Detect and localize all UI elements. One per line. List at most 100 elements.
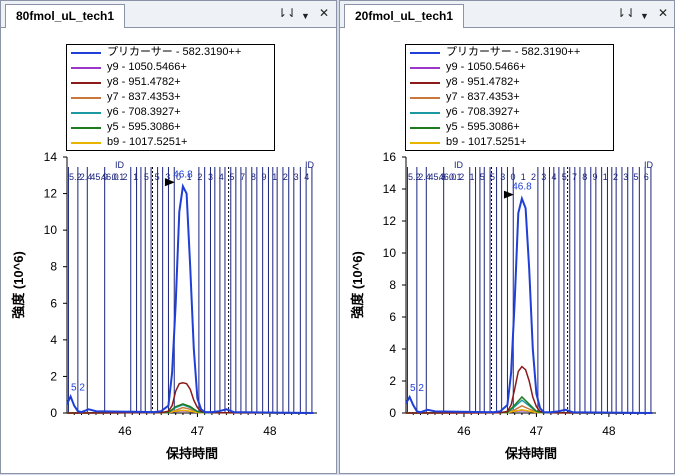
rt-label: 7 (572, 172, 577, 182)
close-icon[interactable]: ✕ (319, 6, 330, 20)
rt-label: 5 (229, 172, 234, 182)
y-tick-label: 10 (383, 246, 397, 260)
rt-label: 0.1 (449, 172, 462, 182)
rt-label: 45.9 (90, 172, 108, 182)
legend: プリカーサー - 582.3190++ y9 - 1050.5466+ y8 - 9… (405, 44, 614, 151)
y-tick-label: 16 (383, 150, 397, 164)
legend-swatch (71, 97, 101, 99)
rt-label: 0 (176, 172, 181, 182)
pin-icon[interactable]: ⇂⇃ (616, 6, 637, 20)
rt-label: 8 (582, 172, 587, 182)
rt-label: 5.2 (408, 172, 421, 182)
rt-label: 1 (187, 172, 192, 182)
rt-label: 1 (272, 172, 277, 182)
pin-icon[interactable]: ⇂⇃ (277, 6, 298, 20)
legend-swatch (71, 142, 101, 144)
y-tick-label: 0 (389, 406, 396, 420)
legend-item: y5 - 595.3086+ (406, 120, 613, 135)
legend-label: y6 - 708.3927+ (446, 106, 520, 118)
legend-label: b9 - 1017.5251+ (446, 136, 527, 148)
small-peak-label: 5.2 (71, 383, 85, 394)
y-tick-label: 14 (44, 150, 58, 164)
rt-label: 5 (634, 172, 639, 182)
legend-label: y5 - 595.3086+ (446, 121, 520, 133)
y-axis-title: 強度 (10^6) (350, 251, 365, 319)
rt-label: 5 (144, 172, 149, 182)
chevron-down-icon[interactable]: ▼ (640, 11, 649, 21)
y-tick-label: 6 (50, 296, 57, 310)
rt-label: 3 (165, 172, 170, 182)
legend-item: y7 - 837.4353+ (406, 90, 613, 105)
rt-label: 6 (644, 172, 649, 182)
legend-item: y5 - 595.3086+ (67, 120, 274, 135)
legend-label: プリカーサー - 582.3190++ (107, 46, 242, 58)
rt-label: 46.0 (439, 172, 457, 182)
series-line (405, 399, 653, 414)
tab-bar: 20fmol_uL_tech1 ⇂⇃ ▼ ✕ (340, 1, 674, 28)
rt-label: 8 (251, 172, 256, 182)
rt-label: 2 (531, 172, 536, 182)
series-line (66, 406, 314, 414)
legend-label: y6 - 708.3927+ (107, 106, 181, 118)
legend-item: b9 - 1017.5251+ (406, 135, 613, 150)
series-line (405, 395, 653, 414)
legend-label: y9 - 1050.5466+ (107, 61, 187, 73)
y-tick-label: 12 (383, 214, 397, 228)
y-tick-label: 2 (389, 374, 396, 388)
legend-label: y7 - 837.4353+ (107, 91, 181, 103)
legend-item: プリカーサー - 582.3190++ (406, 45, 613, 60)
close-icon[interactable]: ✕ (658, 6, 669, 20)
peak-arrow-icon (164, 178, 175, 187)
y-tick-label: 2 (50, 369, 57, 383)
chromatogram-pane-left: 80fmol_uL_tech1 ⇂⇃ ▼ ✕ プリカーサー - 582.3190… (0, 0, 337, 474)
series-line (66, 403, 314, 414)
rt-label: 3 (294, 172, 299, 182)
rt-label: 1 (133, 172, 138, 182)
rt-label: 9 (262, 172, 267, 182)
x-tick-label: 46 (118, 424, 132, 438)
legend-swatch (71, 112, 101, 114)
legend-label: y7 - 837.4353+ (446, 91, 520, 103)
x-tick-label: 47 (191, 424, 205, 438)
tab-bar: 80fmol_uL_tech1 ⇂⇃ ▼ ✕ (1, 1, 336, 28)
tab-20fmol[interactable]: 20fmol_uL_tech1 (344, 4, 465, 28)
id-label: ID (305, 160, 315, 170)
legend-label: y8 - 951.4782+ (107, 76, 181, 88)
rt-label: 4 (219, 172, 224, 182)
rt-label: 2.4 (418, 172, 431, 182)
y-tick-label: 4 (50, 333, 57, 347)
legend: プリカーサー - 582.3190++ y9 - 1050.5466+ y8 - 9… (66, 44, 275, 151)
rt-label: 4 (304, 172, 309, 182)
rt-label: 4 (552, 172, 557, 182)
rt-label: 7 (240, 172, 245, 182)
rt-label: 45.8 (429, 172, 447, 182)
legend-swatch (410, 112, 440, 114)
legend-item: b9 - 1017.5251+ (67, 135, 274, 150)
legend-swatch (410, 82, 440, 84)
legend-swatch (410, 142, 440, 144)
series-line (66, 382, 314, 414)
rt-label: 5 (480, 172, 485, 182)
legend-item: y6 - 708.3927+ (406, 105, 613, 120)
rt-label: 2 (459, 172, 464, 182)
x-tick-label: 48 (263, 424, 277, 438)
y-tick-label: 14 (383, 182, 397, 196)
y-tick-label: 8 (50, 260, 57, 274)
x-tick-label: 48 (602, 424, 616, 438)
series-line (66, 403, 314, 414)
rt-label: 5 (155, 172, 160, 182)
series-line (405, 409, 653, 414)
tab-80fmol[interactable]: 80fmol_uL_tech1 (5, 4, 126, 28)
rt-label: 2 (613, 172, 618, 182)
legend-swatch (71, 67, 101, 69)
legend-item: y8 - 951.4782+ (406, 75, 613, 90)
series-line (66, 410, 314, 414)
rt-label: 2 (283, 172, 288, 182)
y-tick-label: 12 (44, 187, 58, 201)
y-tick-label: 0 (50, 406, 57, 420)
legend-label: プリカーサー - 582.3190++ (446, 46, 581, 58)
legend-swatch (410, 127, 440, 129)
rt-label: 46.0 (101, 172, 119, 182)
rt-label: 0.1 (112, 172, 125, 182)
chevron-down-icon[interactable]: ▼ (301, 11, 310, 21)
